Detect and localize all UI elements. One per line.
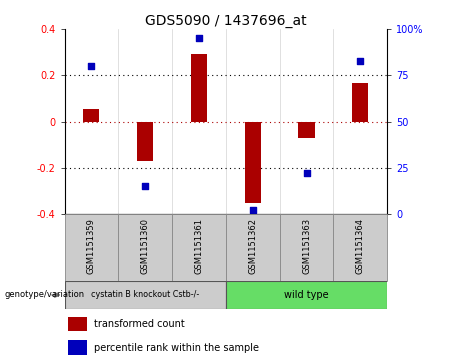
Text: percentile rank within the sample: percentile rank within the sample xyxy=(94,343,259,352)
Bar xyxy=(118,214,172,281)
Bar xyxy=(333,214,387,281)
Bar xyxy=(191,54,207,122)
Point xyxy=(88,63,95,69)
Text: transformed count: transformed count xyxy=(94,319,185,329)
Text: GSM1151363: GSM1151363 xyxy=(302,218,311,274)
Bar xyxy=(226,281,387,309)
Bar xyxy=(137,122,153,161)
Text: GSM1151364: GSM1151364 xyxy=(356,219,365,274)
Bar xyxy=(226,214,280,281)
Text: GSM1151362: GSM1151362 xyxy=(248,219,257,274)
Bar xyxy=(68,340,87,355)
Bar xyxy=(65,214,118,281)
Bar xyxy=(280,214,333,281)
Bar xyxy=(83,109,100,122)
Text: GSM1151361: GSM1151361 xyxy=(195,219,203,274)
Point xyxy=(195,36,203,41)
Text: cystatin B knockout Cstb-/-: cystatin B knockout Cstb-/- xyxy=(91,290,199,299)
Point xyxy=(249,208,256,213)
Bar xyxy=(245,122,261,203)
Text: wild type: wild type xyxy=(284,290,329,300)
Point xyxy=(142,184,149,189)
Bar xyxy=(65,281,226,309)
Text: genotype/variation: genotype/variation xyxy=(5,290,85,299)
Point xyxy=(303,171,310,176)
Bar xyxy=(172,214,226,281)
Text: GSM1151360: GSM1151360 xyxy=(141,219,150,274)
Title: GDS5090 / 1437696_at: GDS5090 / 1437696_at xyxy=(145,14,307,28)
Text: GSM1151359: GSM1151359 xyxy=(87,219,96,274)
Bar xyxy=(298,122,314,138)
Bar xyxy=(352,83,368,122)
Point xyxy=(357,58,364,64)
Bar xyxy=(68,317,87,331)
